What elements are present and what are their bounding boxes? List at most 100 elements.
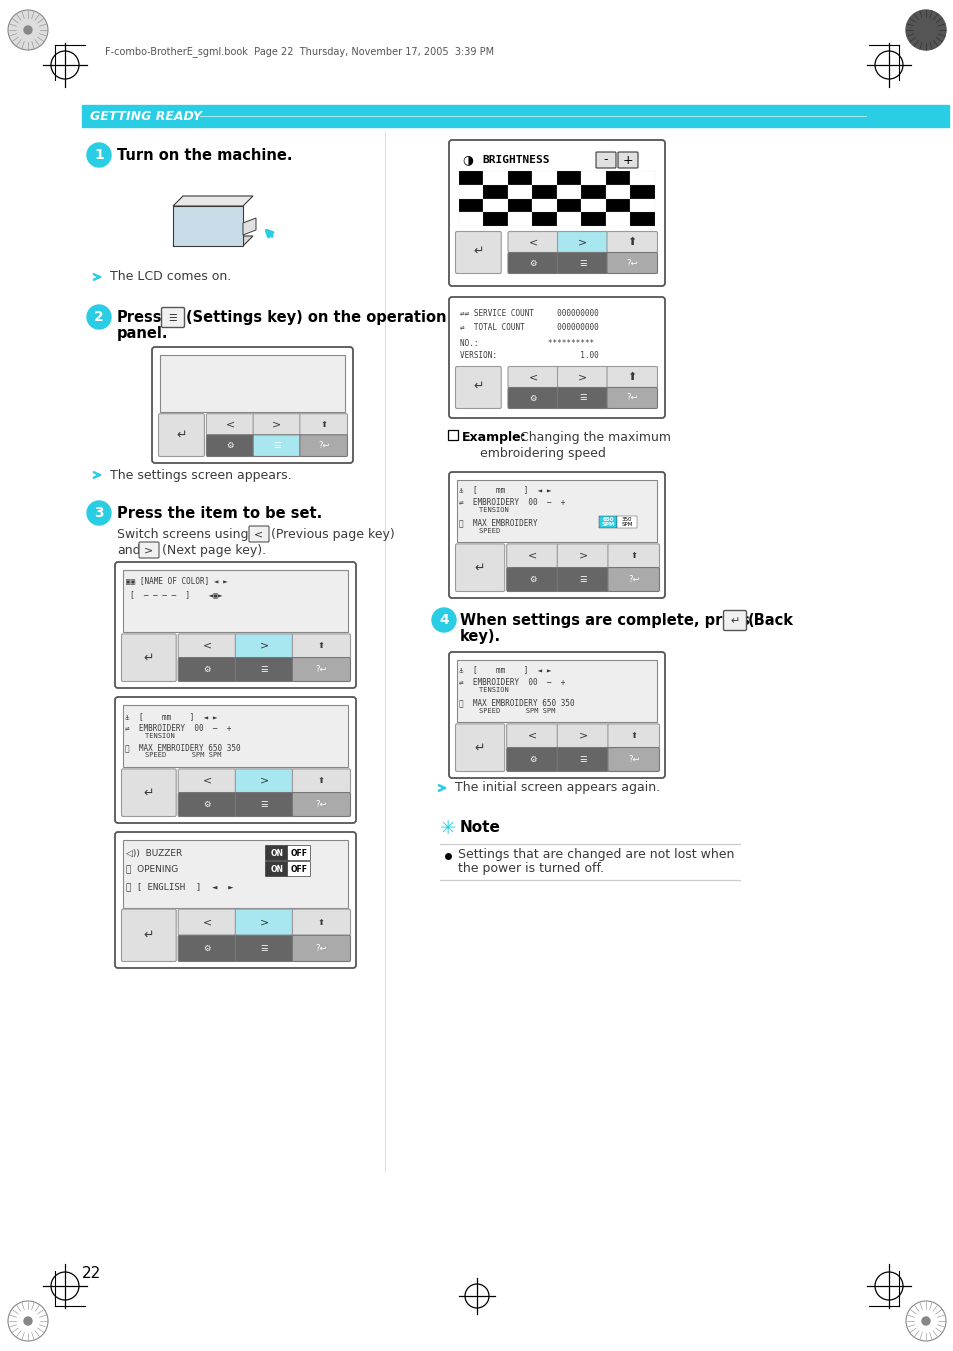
FancyBboxPatch shape: [292, 793, 350, 816]
Bar: [456, 661, 657, 723]
FancyBboxPatch shape: [455, 544, 504, 592]
FancyBboxPatch shape: [557, 544, 608, 567]
Polygon shape: [172, 196, 253, 205]
FancyBboxPatch shape: [249, 526, 269, 542]
Text: Example:: Example:: [461, 431, 526, 443]
Text: ⚙: ⚙: [529, 258, 537, 267]
Polygon shape: [172, 205, 243, 246]
Text: The initial screen appears again.: The initial screen appears again.: [455, 781, 659, 794]
FancyBboxPatch shape: [121, 634, 176, 681]
Text: ⇌  EMBROIDERY  00  —  +: ⇌ EMBROIDERY 00 — +: [458, 499, 565, 507]
Circle shape: [8, 9, 48, 50]
Bar: [557, 212, 581, 226]
FancyBboxPatch shape: [607, 747, 659, 771]
Bar: [160, 355, 345, 412]
Text: Press the item to be set.: Press the item to be set.: [117, 507, 322, 521]
Text: ☰: ☰: [578, 755, 586, 765]
Bar: [605, 185, 630, 199]
Text: ↵: ↵: [473, 245, 483, 258]
Bar: [630, 185, 655, 199]
Text: TENSION: TENSION: [461, 688, 508, 693]
FancyBboxPatch shape: [449, 471, 664, 598]
FancyBboxPatch shape: [449, 653, 664, 778]
FancyBboxPatch shape: [618, 153, 638, 168]
FancyBboxPatch shape: [152, 347, 353, 463]
Bar: [458, 172, 483, 185]
Text: <: <: [527, 731, 537, 740]
Bar: [605, 172, 630, 185]
Text: ⚙: ⚙: [226, 442, 233, 450]
FancyBboxPatch shape: [158, 413, 204, 457]
Bar: [483, 185, 507, 199]
FancyBboxPatch shape: [507, 366, 558, 388]
Bar: [123, 570, 348, 632]
Bar: [581, 199, 605, 212]
Text: ?↩: ?↩: [317, 442, 329, 450]
Text: 4: 4: [438, 613, 449, 627]
FancyBboxPatch shape: [292, 909, 350, 935]
FancyBboxPatch shape: [455, 724, 504, 771]
FancyBboxPatch shape: [292, 634, 350, 658]
FancyBboxPatch shape: [557, 388, 607, 408]
Text: ↵: ↵: [144, 651, 154, 665]
FancyBboxPatch shape: [161, 308, 184, 327]
Text: ⬆: ⬆: [627, 236, 637, 247]
FancyBboxPatch shape: [557, 253, 607, 273]
Text: ⚙: ⚙: [203, 800, 211, 809]
Text: panel.: panel.: [117, 326, 169, 340]
FancyBboxPatch shape: [449, 141, 664, 286]
Text: <: <: [202, 917, 212, 927]
Text: ✳: ✳: [439, 819, 456, 838]
Text: >: >: [259, 775, 269, 786]
Bar: [557, 185, 581, 199]
Text: >: >: [578, 551, 587, 561]
Text: ?↩: ?↩: [627, 755, 639, 765]
Text: SPEED      SPM SPM: SPEED SPM SPM: [128, 753, 221, 758]
Text: <: <: [254, 530, 263, 539]
Bar: [456, 480, 657, 542]
Text: When settings are complete, press: When settings are complete, press: [459, 613, 749, 628]
Text: Note: Note: [459, 820, 500, 835]
FancyBboxPatch shape: [292, 769, 350, 793]
Text: OFF: OFF: [291, 848, 307, 858]
Text: ON: ON: [271, 848, 283, 858]
Text: ☰: ☰: [578, 576, 586, 584]
Bar: [483, 212, 507, 226]
Text: ⚓  [    mm    ]  ◄ ►: ⚓ [ mm ] ◄ ►: [125, 712, 217, 721]
FancyBboxPatch shape: [235, 935, 294, 962]
Text: ☰: ☰: [578, 393, 586, 403]
Text: <: <: [528, 236, 537, 247]
FancyBboxPatch shape: [287, 846, 310, 861]
Bar: [598, 516, 617, 528]
Bar: [630, 212, 655, 226]
FancyBboxPatch shape: [607, 724, 659, 748]
Text: ⬆: ⬆: [627, 372, 637, 382]
Bar: [483, 172, 507, 185]
Text: ⟳  MAX EMBROIDERY: ⟳ MAX EMBROIDERY: [458, 517, 537, 527]
FancyBboxPatch shape: [607, 544, 659, 567]
Text: ⚙: ⚙: [529, 393, 537, 403]
FancyBboxPatch shape: [178, 909, 236, 935]
FancyBboxPatch shape: [139, 542, 159, 558]
Text: ?↩: ?↩: [626, 393, 638, 403]
Bar: [458, 185, 483, 199]
Text: ?↩: ?↩: [626, 258, 638, 267]
Text: 350
SPM: 350 SPM: [620, 516, 632, 527]
Text: <: <: [202, 640, 212, 651]
Text: ↵: ↵: [473, 380, 483, 393]
Text: ◁))  BUZZER: ◁)) BUZZER: [126, 848, 182, 858]
Bar: [458, 199, 483, 212]
Text: 650
SPM: 650 SPM: [600, 516, 614, 527]
Text: >: >: [259, 640, 269, 651]
Text: ?↩: ?↩: [315, 665, 327, 674]
Bar: [123, 840, 348, 908]
Text: ⚙: ⚙: [203, 944, 211, 952]
FancyBboxPatch shape: [455, 231, 500, 273]
Text: >: >: [259, 917, 269, 927]
Text: ☰: ☰: [260, 944, 268, 952]
Text: ⇌⇌ SERVICE COUNT     000000000: ⇌⇌ SERVICE COUNT 000000000: [459, 309, 598, 319]
FancyBboxPatch shape: [299, 413, 347, 435]
FancyBboxPatch shape: [507, 253, 558, 273]
Text: ⬆: ⬆: [317, 777, 325, 785]
Text: GETTING READY: GETTING READY: [90, 109, 202, 123]
